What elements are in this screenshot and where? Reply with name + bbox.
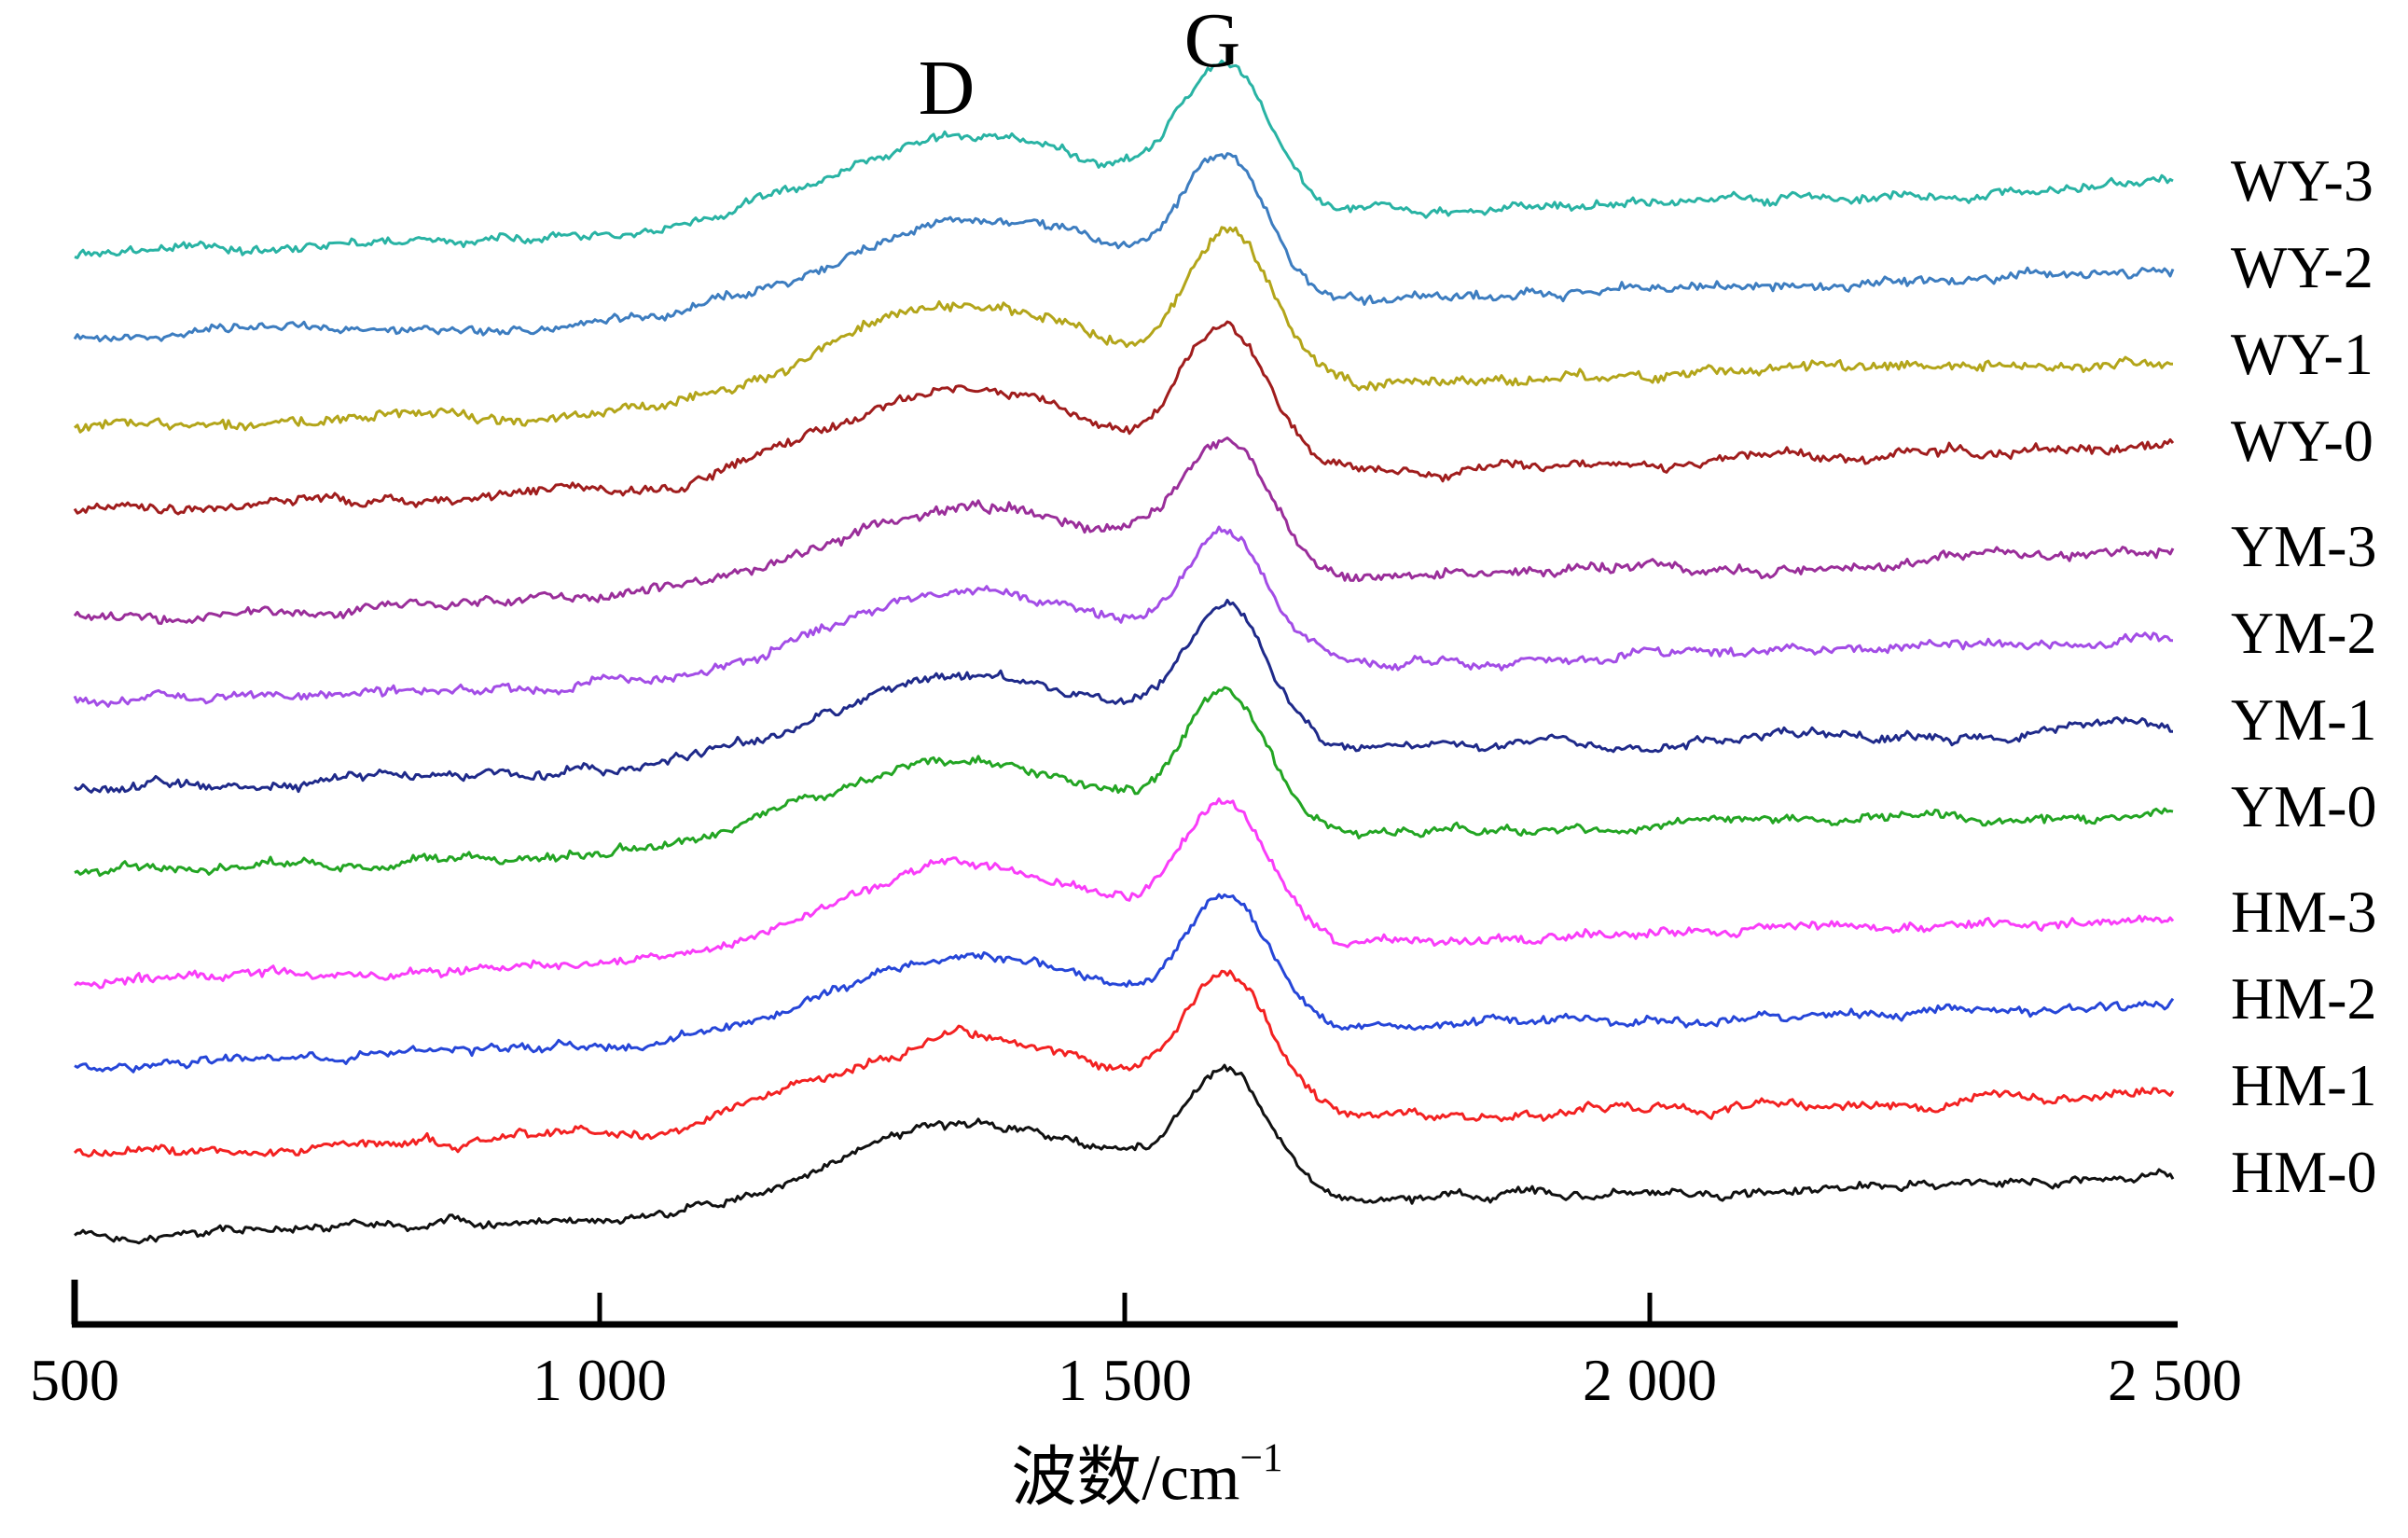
spectrum-curve-YM-0	[74, 686, 2174, 878]
series-label-YM-1: YM-1	[2231, 686, 2377, 753]
x-tick-label-1500: 1 500	[1058, 1347, 1192, 1413]
spectrum-curve-WY-0	[73, 320, 2175, 516]
series-label-HM-0: HM-0	[2231, 1139, 2377, 1205]
series-label-WY-3: WY-3	[2231, 147, 2373, 214]
spectrum-curve-YM-2	[73, 525, 2174, 708]
x-tick-label-2000: 2 000	[1583, 1347, 1717, 1413]
g-band-label: G	[1183, 0, 1241, 84]
spectrum-curve-HM-2	[74, 893, 2175, 1074]
spectrum-curve-WY-2	[73, 152, 2175, 343]
x-tick-label-1000: 1 000	[533, 1347, 667, 1413]
series-label-HM-1: HM-1	[2231, 1052, 2377, 1118]
spectrum-curve-WY-1	[73, 226, 2174, 434]
x-tick-label-2500: 2 500	[2108, 1347, 2242, 1413]
d-band-label: D	[918, 45, 976, 132]
spectrum-curve-HM-0	[74, 1063, 2175, 1245]
spectrum-curve-HM-1	[73, 969, 2175, 1158]
x-tick-label-500: 500	[30, 1347, 119, 1413]
series-label-WY-0: WY-0	[2231, 408, 2373, 474]
x-axis-title: 波数/cm−1	[1011, 1437, 1282, 1515]
spectrum-curve-YM-3	[73, 436, 2175, 625]
series-label-HM-2: HM-2	[2231, 965, 2377, 1032]
series-label-HM-3: HM-3	[2231, 879, 2377, 945]
series-label-YM-0: YM-0	[2231, 773, 2377, 839]
series-label-WY-2: WY-2	[2231, 234, 2373, 300]
series-label-WY-1: WY-1	[2231, 321, 2373, 387]
series-label-YM-2: YM-2	[2231, 600, 2377, 666]
spectrum-curve-YM-1	[74, 599, 2173, 794]
series-label-YM-3: YM-3	[2231, 513, 2377, 579]
x-axis-title-exponent: −1	[1239, 1434, 1283, 1480]
spectrum-curve-WY-3	[74, 59, 2174, 259]
x-axis	[71, 1280, 2178, 1328]
x-axis-title-base: 波数/cm	[1011, 1442, 1240, 1515]
spectrum-curve-HM-3	[73, 797, 2175, 990]
spectra-curves	[73, 59, 2175, 1245]
